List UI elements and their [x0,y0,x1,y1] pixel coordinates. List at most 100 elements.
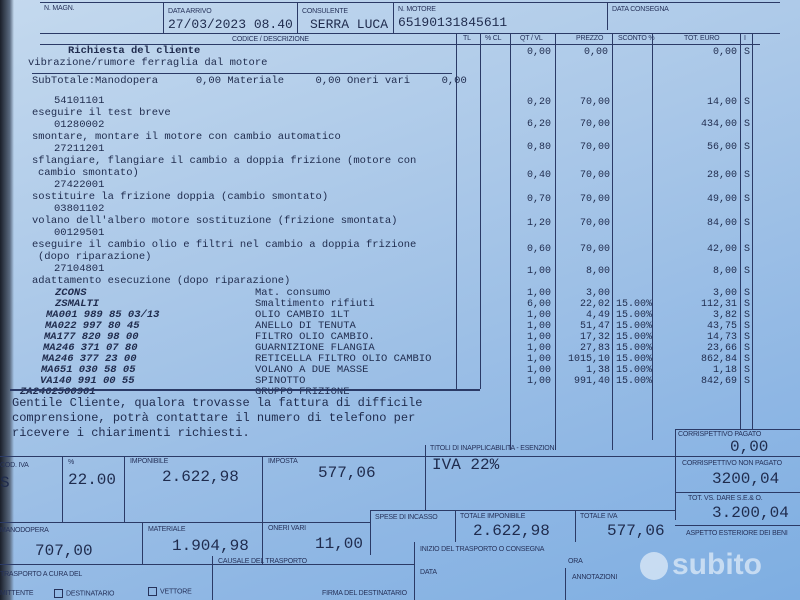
col-prezzo: PREZZO [576,35,604,42]
divider [425,445,426,510]
materiale-label: MATERIALE [148,526,186,533]
part-code: ZCONS [55,287,87,299]
divider [40,33,780,34]
qt-cell: 1,00 [526,376,551,387]
consulente: SERRA LUCA [310,17,389,32]
tot-cell: 49,00 [706,194,737,205]
corr-non-pagato-label: CORRISPETTIVO NON PAGATO [682,460,782,467]
n-motore: 65190131845611 [398,15,508,30]
col-line [456,33,457,389]
pct-label: % [68,459,75,466]
divider [370,510,371,555]
subtotal: SubTotale:Manodopera 0,00 Materiale 0,00… [32,75,467,87]
destinatario-label: DESTINATARIO [66,590,115,598]
checkbox-icon [54,589,63,598]
col-tot: TOT. EURO [684,35,720,42]
qt-cell: 1,00 [526,365,551,376]
titoli-label: TITOLI DI INAPPLICABILITA - ESENZIONI [430,445,557,452]
sconto-cell: 15.00% [615,321,652,332]
n-magn-label: N. MAGN. [44,5,75,12]
prezzo-cell: 27,83 [579,343,610,354]
flag-cell: S [743,244,750,255]
part-desc: Smaltimento rifiuti [255,298,375,310]
divider [124,456,125,522]
divider [297,2,298,34]
qt-cell: 0,40 [526,170,551,181]
tot-cell: 112,31 [700,299,737,310]
cod-iva-label: COD. IVA [0,462,29,469]
tot-cell: 3,82 [712,310,737,321]
tot-cell: 862,84 [700,354,737,365]
subito-logo-icon [640,552,668,581]
divider [607,2,608,30]
part-code: MA246 371 07 80 [43,342,138,354]
part-desc: RETICELLA FILTRO OLIO CAMBIO [255,353,432,365]
watermark-text: subito [672,548,762,581]
col-line [740,33,741,430]
tot-cell: 1,18 [712,365,737,376]
part-code: MA177 820 98 00 [44,331,139,343]
qt-cell: 1,00 [526,332,551,343]
labour-desc: smontare, montare il motore con cambio a… [32,131,341,143]
materiale: 1.904,98 [172,537,249,555]
prezzo-cell: 1015,10 [567,354,610,365]
mittente-option[interactable]: MITTENTE [0,590,34,598]
tot-cell: 28,00 [706,170,737,181]
col-cl: % CL [485,35,502,42]
prezzo-cell: 70,00 [579,194,610,205]
destinatario-checkbox[interactable]: DESTINATARIO [54,589,114,598]
part-code: VA140 991 00 55 [40,375,135,387]
causale-label: CAUSALE DEL TRASPORTO [218,558,307,565]
sconto-cell: 15.00% [615,354,652,365]
titoli: IVA 22% [432,456,500,474]
flag-cell: S [743,321,750,332]
divider [32,73,452,74]
labour-code: 27422001 [54,179,105,191]
divider [414,542,415,600]
divider [62,456,63,522]
qt-cell: 0,70 [526,194,551,205]
divider [163,2,164,34]
oneri: 11,00 [315,535,364,553]
divider [212,556,213,600]
qt-cell: 1,20 [526,218,551,229]
col-line [652,33,653,440]
flag-cell: S [743,288,750,299]
labour-desc: volano dell'albero motore sostituzione (… [32,215,398,227]
sconto-cell: 15.00% [615,299,652,310]
corr-non-pagato: 3200,04 [712,470,780,488]
divider [40,2,780,3]
manodopera: 707,00 [35,542,93,560]
n-motore-label: N. MOTORE [398,6,436,13]
flag-cell: S [743,365,750,376]
qt-cell: 0,20 [526,97,551,108]
sconto-cell: 15.00% [615,343,652,354]
vettore-label: VETTORE [160,588,192,596]
flag-cell: S [743,170,750,181]
tot-cell: 56,00 [706,142,737,153]
sconto-cell: 15.00% [615,332,652,343]
tot-cell: 42,00 [706,244,737,255]
part-code: MA001 989 85 03/13 [46,309,160,321]
part-code: MA022 997 80 45 [45,320,140,332]
qt-cell: 1,00 [526,343,551,354]
labour-desc: (dopo riparazione) [38,251,152,263]
qt-cell: 0,60 [526,244,551,255]
divider [142,522,143,564]
divider [10,389,480,391]
annotazioni-label: ANNOTAZIONI [572,574,618,581]
vettore-checkbox[interactable]: VETTORE [148,587,192,596]
col-line [480,33,481,389]
flag-cell: S [743,376,750,387]
divider [40,44,760,45]
sconto-cell: 15.00% [615,365,652,376]
tot-imponibile: 2.622,98 [473,522,550,540]
data-arrivo: 27/03/2023 08.40 [168,17,293,32]
qt-cell: 1,00 [526,321,551,332]
divider [0,522,370,523]
col-line [612,33,613,450]
notice-line: Gentile Cliente, qualora trovasse la fat… [12,396,423,410]
imposta: 577,06 [318,464,376,482]
flag-cell: S [743,310,750,321]
labour-code: 27211201 [54,143,105,155]
